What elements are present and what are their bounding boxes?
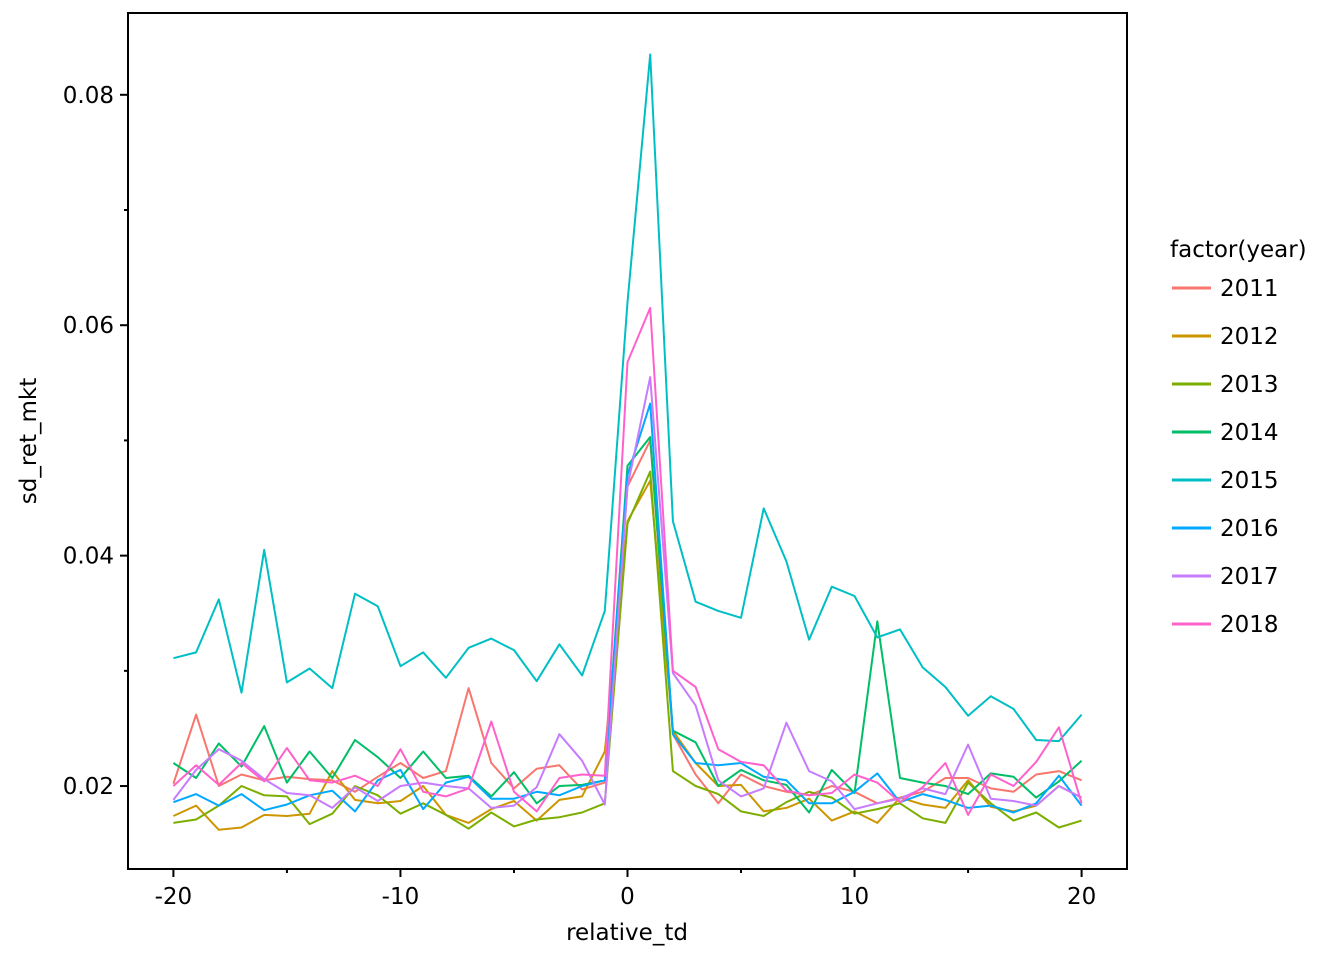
x-axis: -20 -10 0 10 20 — [155, 869, 1096, 910]
x-tick-label: 10 — [840, 884, 869, 910]
legend-label-2015: 2015 — [1220, 468, 1279, 494]
series-line-2013 — [173, 470, 1082, 830]
legend-label-2012: 2012 — [1220, 324, 1279, 350]
y-tick-label: 0.08 — [63, 83, 114, 109]
plot-panel — [127, 12, 1128, 870]
y-tick-label: 0.06 — [63, 313, 114, 339]
legend-label-2014: 2014 — [1220, 420, 1279, 446]
x-tick-label: -10 — [382, 884, 420, 910]
y-axis: 0.02 0.04 0.06 0.08 — [63, 83, 128, 800]
legend: factor(year) 2011 2012 2013 2014 2015 2016 201… — [1170, 237, 1307, 638]
x-tick-label: 20 — [1067, 884, 1096, 910]
legend-label-2018: 2018 — [1220, 612, 1279, 638]
x-tick-label: 0 — [620, 884, 635, 910]
series-line-2018 — [172, 306, 1083, 816]
x-tick-label: -20 — [155, 884, 193, 910]
legend-label-2013: 2013 — [1220, 372, 1279, 398]
legend-label-2016: 2016 — [1220, 516, 1279, 542]
x-axis-title: relative_td — [566, 920, 688, 946]
series-line-2014 — [172, 436, 1083, 814]
series-layer — [172, 53, 1083, 831]
series-line-2017 — [172, 376, 1083, 811]
series-line-2015 — [173, 53, 1083, 743]
legend-label-2017: 2017 — [1220, 564, 1279, 590]
y-tick-label: 0.02 — [63, 774, 114, 800]
y-tick-label: 0.04 — [63, 544, 114, 570]
y-axis-title: sd_ret_mkt — [16, 378, 42, 504]
legend-label-2011: 2011 — [1220, 276, 1279, 302]
series-line-2016 — [173, 402, 1083, 814]
legend-title: factor(year) — [1170, 237, 1307, 263]
